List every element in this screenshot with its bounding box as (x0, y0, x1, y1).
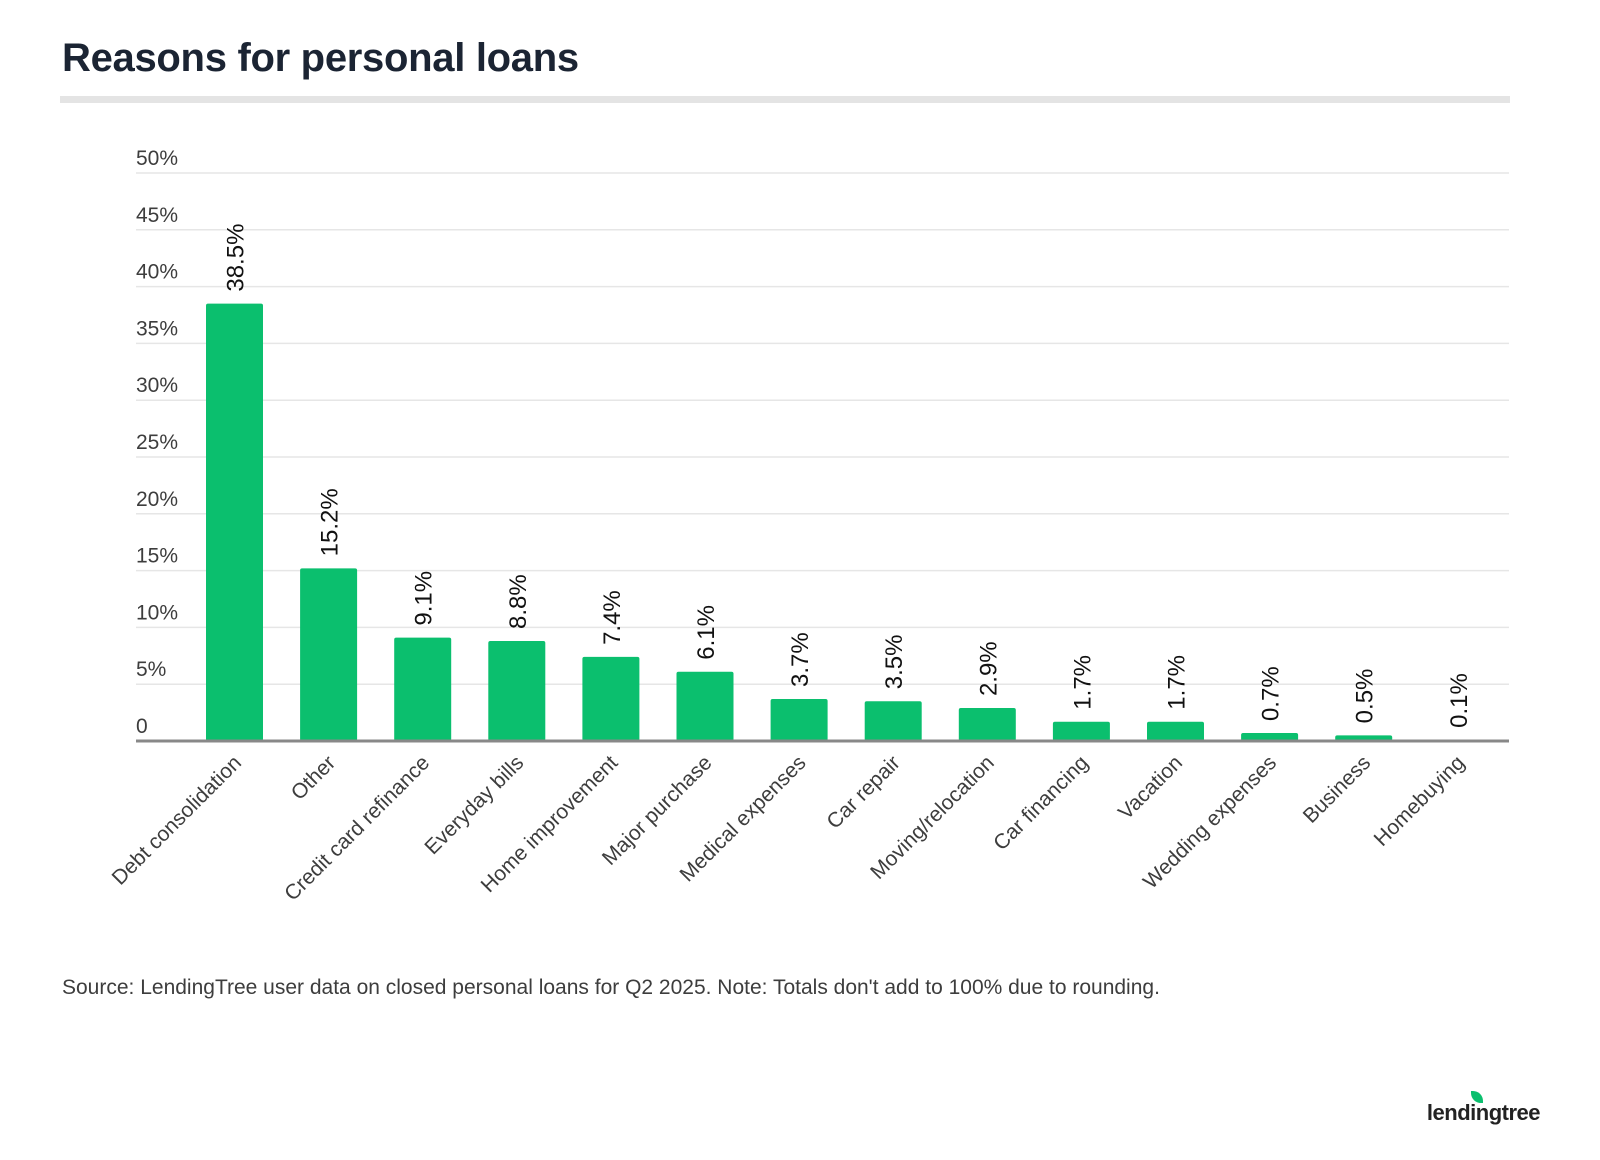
data-label: 0.7% (1258, 666, 1285, 721)
data-label: 38.5% (223, 224, 250, 292)
bar (676, 671, 734, 741)
y-tick-label: 30% (136, 374, 178, 397)
category-label: Business (1299, 751, 1376, 828)
y-tick-label: 50% (136, 147, 178, 170)
data-label: 8.8% (505, 574, 532, 629)
y-tick-label: 45% (136, 204, 178, 227)
y-tick-label: 40% (136, 261, 178, 284)
bar (300, 568, 358, 741)
y-tick-label: 35% (136, 317, 178, 340)
category-label: Other (287, 751, 340, 804)
category-label: Car repair (822, 751, 904, 833)
bar (958, 708, 1016, 741)
title-divider (60, 96, 1510, 103)
bar (864, 701, 922, 741)
data-label: 7.4% (599, 590, 626, 645)
lendingtree-logo: lendingtree (1426, 1091, 1541, 1126)
bar (1241, 733, 1299, 741)
bar (394, 637, 452, 741)
data-label: 3.5% (881, 635, 908, 690)
data-label: 9.1% (411, 571, 438, 626)
logo-text: lendingtree (1426, 1100, 1541, 1125)
y-tick-label: 20% (136, 488, 178, 511)
data-label: 15.2% (317, 488, 344, 556)
data-label: 1.7% (1069, 655, 1096, 710)
bar-chart: 0 5% 10% 15% 20% 25% 30% 35% 40% 45% 50% 38.5% Debt … (108, 147, 1509, 905)
category-label: Homebuying (1370, 751, 1470, 851)
bar (770, 698, 828, 741)
data-label: 3.7% (787, 632, 814, 687)
y-tick-label: 0 (136, 715, 148, 738)
source-note: Source: LendingTree user data on closed … (62, 976, 1160, 999)
category-label: Debt consolidation (108, 751, 246, 889)
category-label: Everyday bills (420, 751, 528, 859)
data-label: 0.1% (1446, 673, 1473, 728)
y-tick-label: 25% (136, 431, 178, 454)
bar (1052, 721, 1110, 741)
bar (1147, 721, 1204, 741)
bar (206, 303, 263, 741)
y-tick-label: 5% (136, 658, 166, 681)
data-label: 2.9% (975, 641, 1002, 696)
chart-title: Reasons for personal loans (62, 36, 579, 80)
leaf-icon (1470, 1091, 1483, 1103)
data-label: 6.1% (693, 605, 720, 660)
category-label: Vacation (1114, 751, 1187, 824)
data-label: 0.5% (1352, 669, 1379, 724)
y-tick-label: 15% (136, 545, 178, 568)
bar (488, 641, 546, 741)
y-tick-label: 10% (136, 601, 178, 624)
bar (582, 656, 640, 741)
category-label: Car financing (989, 751, 1093, 855)
data-label: 1.7% (1164, 655, 1191, 710)
